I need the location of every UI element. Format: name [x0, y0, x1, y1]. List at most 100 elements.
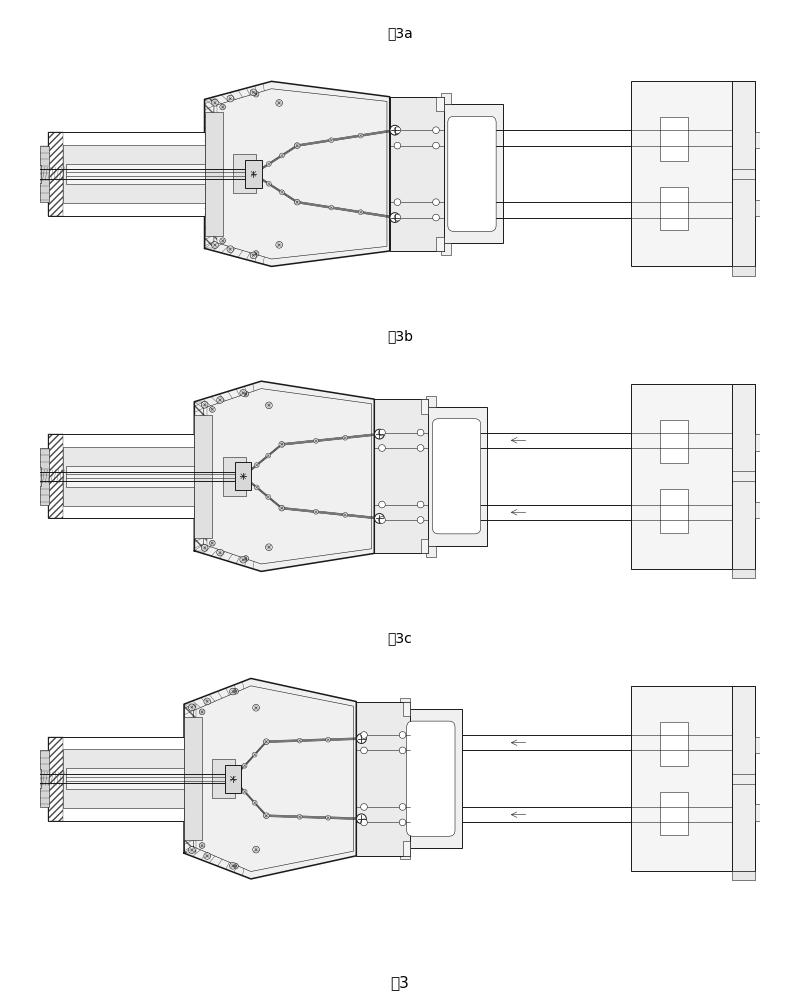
Circle shape: [250, 89, 257, 96]
Polygon shape: [194, 381, 374, 572]
Circle shape: [276, 242, 282, 248]
Bar: [48, 132, 205, 216]
Bar: [660, 791, 688, 836]
Circle shape: [326, 737, 330, 742]
Circle shape: [254, 463, 259, 468]
Bar: [184, 717, 202, 841]
Bar: [754, 804, 761, 821]
Circle shape: [279, 442, 285, 448]
Circle shape: [378, 445, 386, 452]
Circle shape: [266, 402, 272, 408]
Circle shape: [394, 127, 401, 133]
Circle shape: [243, 555, 249, 561]
Circle shape: [254, 485, 259, 490]
Bar: [441, 105, 503, 243]
Bar: [222, 457, 246, 496]
Circle shape: [252, 800, 257, 805]
Text: 图3c: 图3c: [388, 631, 412, 645]
Bar: [754, 502, 761, 518]
Bar: [205, 112, 222, 236]
Bar: [731, 569, 754, 578]
Circle shape: [326, 815, 330, 821]
Circle shape: [239, 473, 247, 480]
Circle shape: [250, 170, 258, 177]
Circle shape: [433, 199, 439, 206]
Circle shape: [227, 95, 234, 102]
Circle shape: [418, 445, 424, 452]
Circle shape: [230, 688, 236, 695]
Circle shape: [294, 200, 300, 205]
Bar: [436, 237, 444, 251]
Circle shape: [220, 104, 226, 110]
Circle shape: [202, 544, 208, 551]
Bar: [400, 848, 410, 860]
Bar: [34, 164, 41, 183]
Bar: [660, 117, 688, 161]
Circle shape: [399, 747, 406, 754]
Circle shape: [253, 847, 259, 853]
Bar: [356, 702, 410, 856]
Circle shape: [399, 820, 406, 826]
Circle shape: [390, 125, 400, 135]
Circle shape: [357, 734, 366, 744]
Circle shape: [253, 705, 259, 711]
Bar: [48, 434, 194, 518]
Circle shape: [204, 699, 210, 705]
Circle shape: [378, 517, 386, 523]
Bar: [441, 93, 451, 105]
Circle shape: [211, 242, 218, 248]
Circle shape: [329, 138, 334, 142]
Bar: [194, 402, 206, 550]
Circle shape: [374, 513, 384, 523]
Bar: [436, 97, 444, 111]
Circle shape: [217, 549, 223, 555]
Circle shape: [199, 709, 205, 715]
Bar: [212, 759, 235, 798]
Circle shape: [217, 397, 223, 403]
Circle shape: [378, 501, 386, 508]
Circle shape: [242, 789, 247, 794]
Circle shape: [374, 429, 384, 439]
Bar: [426, 407, 487, 545]
Circle shape: [211, 100, 218, 106]
Circle shape: [294, 143, 300, 148]
Circle shape: [394, 199, 401, 206]
Bar: [235, 462, 251, 491]
Bar: [660, 722, 688, 766]
Bar: [631, 82, 754, 266]
Circle shape: [243, 391, 249, 397]
Circle shape: [276, 100, 282, 106]
Circle shape: [314, 509, 318, 514]
Bar: [754, 132, 761, 148]
Circle shape: [433, 127, 439, 133]
Bar: [660, 419, 688, 464]
FancyBboxPatch shape: [432, 418, 481, 534]
FancyBboxPatch shape: [448, 116, 496, 232]
Circle shape: [358, 210, 363, 215]
Circle shape: [263, 739, 269, 745]
Circle shape: [361, 820, 367, 826]
Circle shape: [329, 206, 334, 210]
Circle shape: [210, 540, 215, 546]
Bar: [426, 545, 436, 557]
Circle shape: [378, 429, 386, 435]
Circle shape: [210, 406, 215, 412]
Bar: [421, 539, 428, 553]
Bar: [754, 434, 761, 451]
Circle shape: [394, 215, 401, 221]
Circle shape: [361, 803, 367, 810]
Circle shape: [242, 763, 247, 768]
Circle shape: [254, 92, 259, 97]
Polygon shape: [205, 82, 390, 266]
Bar: [246, 159, 262, 188]
Circle shape: [279, 190, 284, 195]
Bar: [731, 384, 754, 569]
Bar: [631, 384, 754, 569]
Bar: [34, 769, 41, 788]
Circle shape: [433, 215, 439, 221]
Circle shape: [266, 181, 271, 186]
Bar: [631, 686, 754, 871]
Text: 图3b: 图3b: [387, 329, 413, 343]
Bar: [426, 395, 436, 407]
Circle shape: [343, 512, 348, 517]
